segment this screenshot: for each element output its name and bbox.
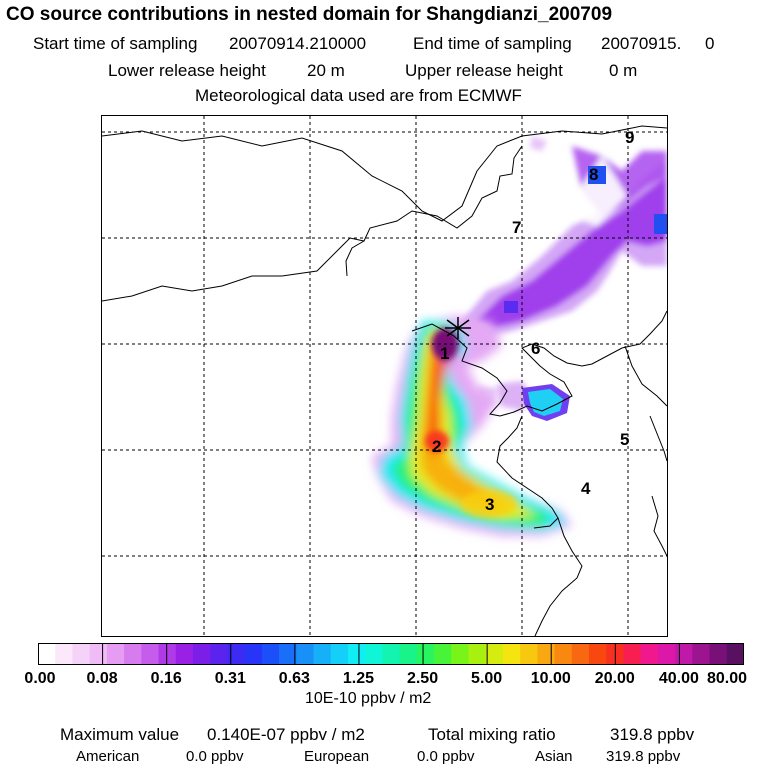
color-swatch <box>434 643 452 665</box>
map-canvas: 1 2 3 4 5 6 7 8 9 <box>102 116 667 636</box>
sector-label-1: 1 <box>440 344 449 363</box>
upper-release-value: 0 m <box>609 61 638 80</box>
color-scale-tick-label: 80.00 <box>706 670 748 687</box>
ne-plume-purple <box>462 136 667 411</box>
sector-label-5: 5 <box>620 430 629 449</box>
main-plume <box>372 316 572 536</box>
sector-label-4: 4 <box>581 479 591 498</box>
color-swatch <box>141 643 160 665</box>
lower-release-label: Lower release height <box>108 61 266 80</box>
color-swatch <box>640 643 659 665</box>
sector-label-6: 6 <box>531 339 540 358</box>
plume-hotspot-3 <box>461 490 517 518</box>
american-label: American <box>76 748 140 765</box>
plume-hotspot-2 <box>425 431 449 451</box>
color-scale-border <box>38 643 744 665</box>
start-time-label: Start time of sampling <box>33 34 198 53</box>
color-swatch <box>296 643 315 665</box>
asterisk-icon <box>445 317 471 339</box>
start-time-value: 20070914.210000 <box>229 34 367 53</box>
ne-hotspot-8 <box>588 166 606 184</box>
sector-label-7: 7 <box>512 218 521 237</box>
color-swatch <box>451 643 469 665</box>
color-scale-tick-label: 40.00 <box>658 670 699 687</box>
color-swatch <box>279 643 297 665</box>
color-swatch <box>416 643 435 665</box>
color-swatch <box>399 643 418 665</box>
color-scale-tick-label: 2.50 <box>406 670 439 687</box>
sector-labels: 1 2 3 4 5 6 7 8 9 <box>432 128 634 514</box>
color-swatch <box>485 643 504 665</box>
color-swatch <box>347 643 366 665</box>
color-swatch <box>175 643 194 665</box>
color-swatch <box>158 643 177 665</box>
color-swatch <box>520 643 538 665</box>
ne-hotspot-edge <box>654 214 667 234</box>
asian-label: Asian <box>535 748 573 765</box>
color-swatch <box>244 643 263 665</box>
max-value: 0.140E-07 ppbv / m2 <box>207 725 365 744</box>
color-scale-tick-label: 0.08 <box>86 670 118 687</box>
color-swatch <box>554 643 573 665</box>
color-swatch <box>330 643 349 665</box>
end-time-label: End time of sampling <box>413 34 572 53</box>
color-swatch <box>72 643 91 665</box>
sector-label-8: 8 <box>589 165 598 184</box>
european-value: 0.0 ppbv <box>417 748 475 765</box>
asian-value: 319.8 ppbv <box>606 748 681 765</box>
total-mixing-value: 319.8 ppbv <box>610 725 695 744</box>
color-scale-unit: 10E-10 ppbv / m2 <box>305 690 432 707</box>
european-label: European <box>304 748 370 765</box>
met-data-note: Meteorological data used are from ECMWF <box>195 86 522 105</box>
lower-release-value: 20 m <box>307 61 345 80</box>
contribution-map: 1 2 3 4 5 6 7 8 9 <box>101 115 668 637</box>
sector-label-2: 2 <box>432 437 441 456</box>
color-swatch <box>313 643 332 665</box>
lat-lon-grid <box>102 116 667 636</box>
color-scale-tick-label: 0.16 <box>150 670 182 687</box>
color-swatch <box>382 643 401 665</box>
color-swatch <box>365 643 383 665</box>
ne-hotspot-small <box>504 301 518 313</box>
color-swatch <box>468 643 487 665</box>
color-swatch <box>502 643 521 665</box>
color-swatch <box>210 643 228 665</box>
color-swatch <box>227 643 246 665</box>
color-swatch <box>623 643 642 665</box>
color-swatch <box>106 643 125 665</box>
color-swatch <box>89 643 108 665</box>
sector-label-9: 9 <box>625 128 634 147</box>
coastlines <box>102 125 667 636</box>
end-time-value: 20070915. 0 <box>601 34 715 53</box>
color-swatch <box>55 643 73 665</box>
color-swatch <box>726 643 744 665</box>
color-scale-tick-label: 0.31 <box>214 670 246 687</box>
color-swatch <box>124 643 142 665</box>
color-swatch <box>589 643 607 665</box>
color-swatch <box>675 643 693 665</box>
color-swatch <box>38 643 56 665</box>
color-scale-bar <box>38 643 744 665</box>
total-mixing-label: Total mixing ratio <box>428 725 556 744</box>
american-value: 0.0 ppbv <box>186 748 244 765</box>
color-scale-tick-label: 0.00 <box>24 670 56 687</box>
color-scale-tick-label: 1.25 <box>342 670 375 687</box>
color-scale-tick-label: 20.00 <box>594 670 635 687</box>
color-swatch <box>261 643 280 665</box>
color-scale-tick-label: 10.00 <box>530 670 571 687</box>
plot-title: CO source contributions in nested domain… <box>6 4 613 25</box>
color-swatch <box>537 643 556 665</box>
max-value-label: Maximum value <box>60 725 180 744</box>
color-swatch <box>571 643 590 665</box>
color-swatch <box>657 643 676 665</box>
color-swatch <box>192 643 211 665</box>
color-swatch <box>692 643 711 665</box>
color-scale-tick-label: 5.00 <box>471 670 503 687</box>
color-scale-tick-label: 0.63 <box>278 670 310 687</box>
color-swatch <box>709 643 728 665</box>
upper-release-label: Upper release height <box>405 61 563 80</box>
sector-label-3: 3 <box>485 495 494 514</box>
